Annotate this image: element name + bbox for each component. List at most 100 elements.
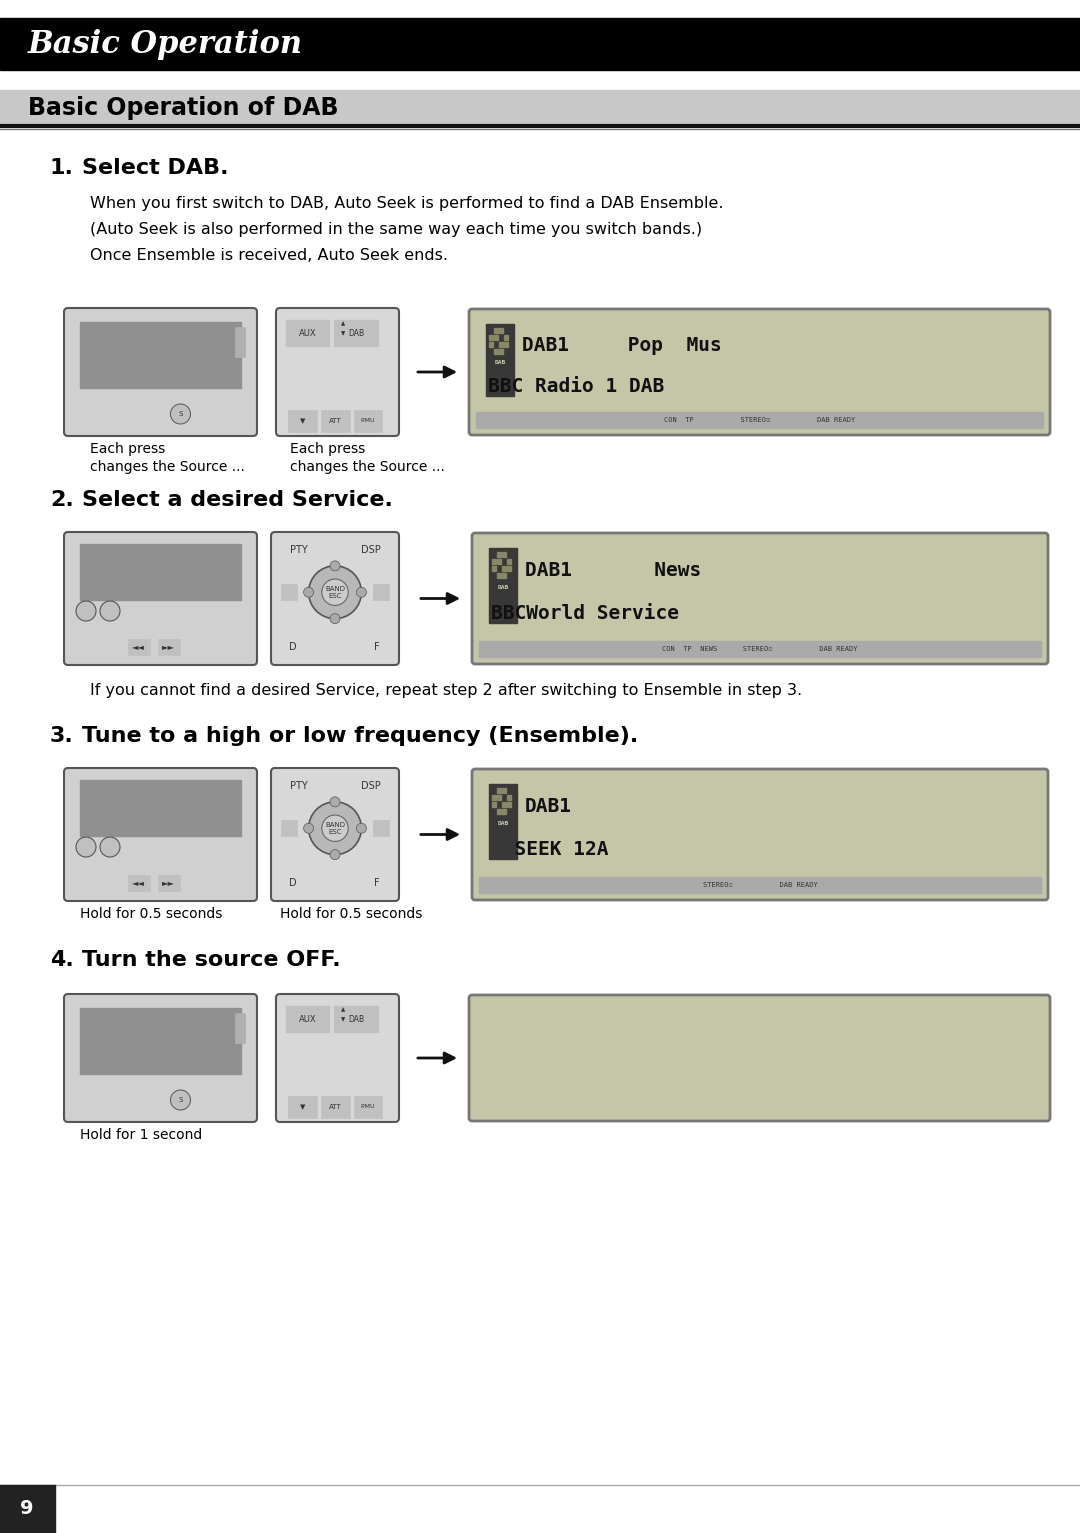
- Circle shape: [330, 849, 340, 860]
- Circle shape: [76, 837, 96, 857]
- Text: ▼: ▼: [341, 1018, 346, 1023]
- Bar: [492, 566, 496, 570]
- Bar: [286, 1006, 329, 1032]
- Circle shape: [171, 1090, 190, 1110]
- Circle shape: [322, 579, 348, 606]
- Text: DAB: DAB: [498, 586, 509, 590]
- Bar: [492, 796, 496, 800]
- Text: When you first switch to DAB, Auto Seek is performed to find a DAB Ensemble.: When you first switch to DAB, Auto Seek …: [90, 196, 724, 212]
- Text: DAB1     Pop  Mus: DAB1 Pop Mus: [522, 336, 721, 356]
- Bar: [494, 336, 498, 340]
- Bar: [499, 328, 503, 333]
- Bar: [80, 780, 241, 835]
- Bar: [489, 547, 517, 622]
- Text: Each press: Each press: [90, 442, 165, 455]
- Bar: [129, 875, 150, 891]
- Text: DSP: DSP: [361, 780, 381, 791]
- Bar: [489, 342, 492, 346]
- Text: ◄◄: ◄◄: [132, 642, 145, 652]
- Bar: [489, 783, 517, 858]
- Bar: [507, 566, 511, 570]
- Text: P.MU: P.MU: [361, 419, 375, 423]
- Bar: [502, 788, 507, 793]
- Text: If you cannot find a desired Service, repeat step 2 after switching to Ensemble : If you cannot find a desired Service, re…: [90, 684, 802, 698]
- Bar: [499, 342, 503, 346]
- Bar: [0, 18, 1080, 71]
- Text: changes the Source ...: changes the Source ...: [90, 460, 245, 474]
- Bar: [502, 552, 507, 556]
- Bar: [497, 560, 501, 564]
- Circle shape: [171, 405, 190, 425]
- Bar: [80, 322, 241, 388]
- Bar: [476, 412, 1043, 428]
- Bar: [321, 409, 350, 432]
- Bar: [334, 320, 378, 346]
- FancyBboxPatch shape: [64, 308, 257, 435]
- FancyBboxPatch shape: [472, 533, 1048, 664]
- FancyBboxPatch shape: [64, 768, 257, 901]
- Text: ▼: ▼: [299, 419, 305, 423]
- Circle shape: [100, 601, 120, 621]
- Circle shape: [309, 802, 362, 855]
- Circle shape: [309, 566, 362, 619]
- Text: 9: 9: [21, 1499, 33, 1519]
- Text: ▼: ▼: [341, 331, 346, 337]
- Bar: [373, 584, 389, 601]
- Text: BBC Radio 1 DAB: BBC Radio 1 DAB: [488, 377, 664, 396]
- Text: BAND
ESC: BAND ESC: [325, 586, 345, 599]
- Text: BAND
ESC: BAND ESC: [325, 822, 345, 835]
- Text: SEEK 12A: SEEK 12A: [491, 840, 608, 858]
- Bar: [286, 320, 329, 346]
- Text: 1.: 1.: [50, 158, 73, 178]
- Text: BBCWorld Service: BBCWorld Service: [491, 604, 679, 622]
- Text: 2.: 2.: [50, 491, 73, 510]
- FancyBboxPatch shape: [276, 308, 399, 435]
- Bar: [353, 409, 382, 432]
- Text: CON  TP  NEWS      STEREO☉           DAB READY: CON TP NEWS STEREO☉ DAB READY: [662, 645, 858, 652]
- Circle shape: [76, 601, 96, 621]
- Bar: [480, 641, 1041, 658]
- Bar: [497, 573, 501, 578]
- Bar: [502, 802, 507, 806]
- Bar: [497, 552, 501, 556]
- Circle shape: [330, 613, 340, 624]
- Bar: [282, 820, 297, 835]
- Bar: [129, 639, 150, 655]
- Text: DAB: DAB: [348, 328, 364, 337]
- Bar: [507, 796, 511, 800]
- Text: S: S: [178, 1098, 183, 1104]
- Text: S: S: [178, 411, 183, 417]
- Text: ►►: ►►: [162, 878, 175, 888]
- Bar: [499, 350, 503, 354]
- Bar: [0, 1485, 55, 1533]
- Circle shape: [303, 823, 313, 834]
- Bar: [235, 1013, 245, 1042]
- Bar: [282, 584, 297, 601]
- Text: DAB: DAB: [495, 360, 505, 365]
- Text: DAB: DAB: [498, 822, 509, 826]
- Text: AUX: AUX: [299, 1015, 316, 1024]
- Bar: [502, 566, 507, 570]
- Text: AUX: AUX: [299, 328, 316, 337]
- Text: Turn the source OFF.: Turn the source OFF.: [82, 950, 340, 970]
- Circle shape: [330, 797, 340, 806]
- Text: F: F: [374, 878, 380, 888]
- Bar: [80, 1009, 241, 1075]
- Text: PTY: PTY: [291, 546, 308, 555]
- FancyBboxPatch shape: [271, 532, 399, 665]
- FancyBboxPatch shape: [276, 993, 399, 1122]
- Bar: [497, 809, 501, 814]
- Text: ►►: ►►: [162, 642, 175, 652]
- Circle shape: [303, 587, 313, 598]
- Bar: [494, 350, 498, 354]
- Bar: [480, 877, 1041, 894]
- Bar: [321, 1096, 350, 1118]
- Bar: [288, 1096, 316, 1118]
- Bar: [492, 560, 496, 564]
- FancyBboxPatch shape: [271, 768, 399, 901]
- Bar: [0, 90, 1080, 126]
- Text: Each press: Each press: [291, 442, 365, 455]
- Text: Hold for 0.5 seconds: Hold for 0.5 seconds: [280, 908, 422, 921]
- Bar: [80, 544, 241, 601]
- Text: ▼: ▼: [299, 1104, 305, 1110]
